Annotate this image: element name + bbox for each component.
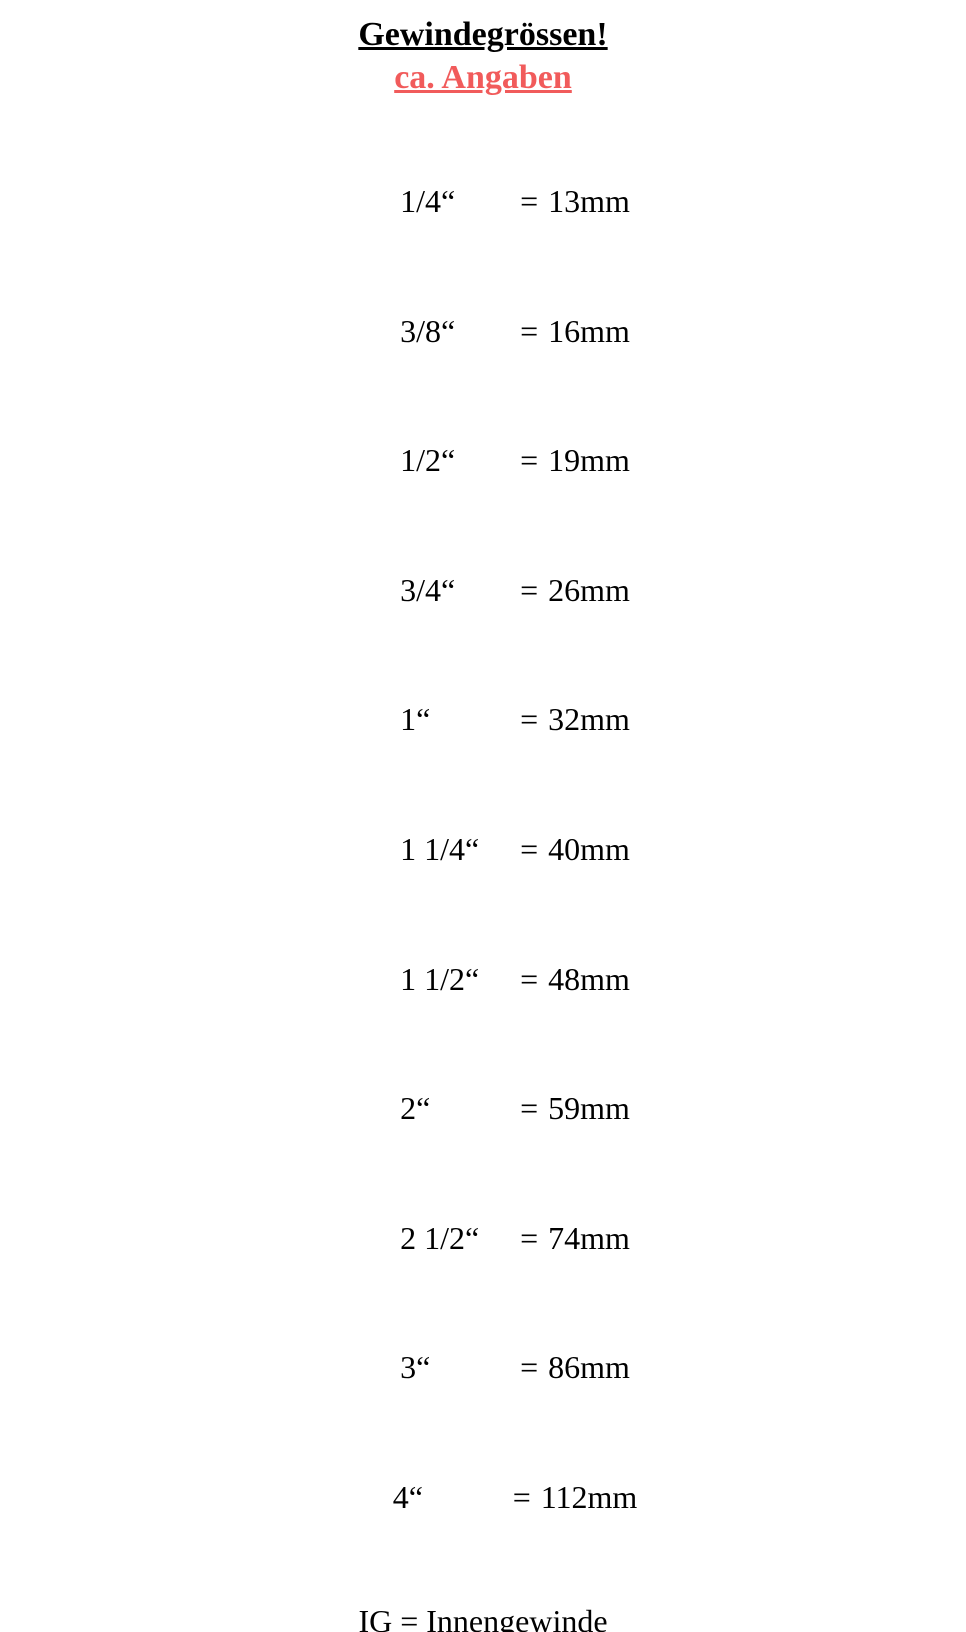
equals-cell: =: [520, 958, 548, 1001]
inch-cell: 3/8“: [400, 310, 520, 353]
table-row: 2 1/2“=74mm: [329, 1174, 638, 1304]
legend-line: IG = Innengewinde: [0, 1600, 966, 1632]
equals-cell: =: [520, 569, 548, 612]
inch-cell: 1 1/2“: [400, 958, 520, 1001]
table-row: 3/4“=26mm: [329, 526, 638, 656]
table-row: 1 1/4“=40mm: [329, 785, 638, 915]
equals-cell: =: [520, 828, 548, 871]
inch-cell: 3“: [400, 1346, 520, 1389]
size-table: 1/4“=13mm 3/8“=16mm 1/2“=19mm 3/4“=26mm …: [0, 137, 966, 1562]
table-row: 2“=59mm: [329, 1044, 638, 1174]
table-row: 1/4“=13mm: [329, 137, 638, 267]
equals-cell: =: [513, 1476, 541, 1519]
equals-cell: =: [520, 698, 548, 741]
inch-cell: 1 1/4“: [400, 828, 520, 871]
table-row: 4“=112mm: [329, 1433, 638, 1563]
equals-cell: =: [520, 1087, 548, 1130]
page-title: Gewindegrössen!: [0, 14, 966, 57]
mm-cell: 74mm: [548, 1217, 630, 1260]
legend: IG = Innengewinde AG = Außengewinde: [0, 1600, 966, 1632]
equals-cell: =: [520, 310, 548, 353]
table-row: 1 1/2“=48mm: [329, 914, 638, 1044]
mm-cell: 59mm: [548, 1087, 630, 1130]
inch-cell: 1/2“: [400, 439, 520, 482]
equals-cell: =: [520, 180, 548, 223]
mm-cell: 19mm: [548, 439, 630, 482]
equals-cell: =: [520, 1217, 548, 1260]
size-table-rows: 1/4“=13mm 3/8“=16mm 1/2“=19mm 3/4“=26mm …: [329, 137, 638, 1562]
mm-cell: 40mm: [548, 828, 630, 871]
inch-cell: 1“: [400, 698, 520, 741]
inch-cell: 4“: [393, 1476, 513, 1519]
mm-cell: 112mm: [541, 1476, 638, 1519]
inch-cell: 1/4“: [400, 180, 520, 223]
table-row: 1“=32mm: [329, 655, 638, 785]
mm-cell: 86mm: [548, 1346, 630, 1389]
equals-cell: =: [520, 439, 548, 482]
inch-cell: 2“: [400, 1087, 520, 1130]
table-row: 3/8“=16mm: [329, 267, 638, 397]
inch-cell: 3/4“: [400, 569, 520, 612]
table-row: 3“=86mm: [329, 1303, 638, 1433]
table-row: 1/2“=19mm: [329, 396, 638, 526]
mm-cell: 13mm: [548, 180, 630, 223]
equals-cell: =: [520, 1346, 548, 1389]
page-subtitle: ca. Angaben: [0, 57, 966, 100]
page: Gewindegrössen! ca. Angaben 1/4“=13mm 3/…: [0, 0, 966, 1632]
mm-cell: 16mm: [548, 310, 630, 353]
mm-cell: 26mm: [548, 569, 630, 612]
mm-cell: 32mm: [548, 698, 630, 741]
inch-cell: 2 1/2“: [400, 1217, 520, 1260]
mm-cell: 48mm: [548, 958, 630, 1001]
